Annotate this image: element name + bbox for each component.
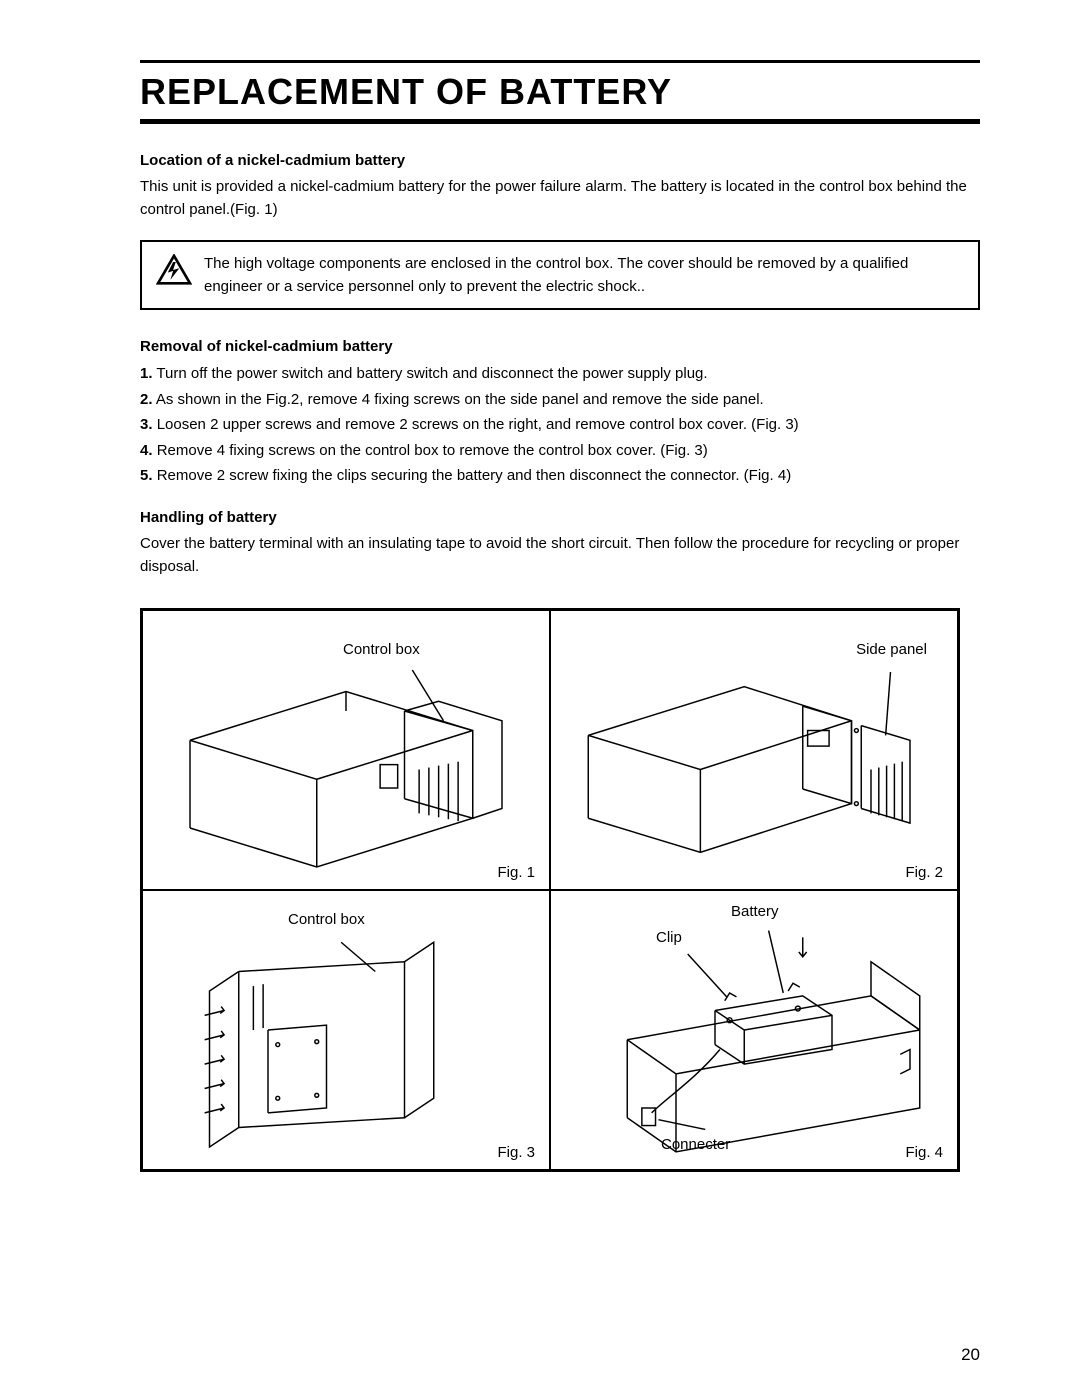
- list-item: 5. Remove 2 screw fixing the clips secur…: [140, 463, 980, 489]
- list-text: Loosen 2 upper screws and remove 2 screw…: [157, 416, 799, 433]
- figure-2: Side panel: [550, 610, 958, 890]
- fig2-caption: Fig. 2: [905, 864, 943, 881]
- handling-body: Cover the battery terminal with an insul…: [140, 532, 980, 579]
- fig3-diagram: [151, 899, 541, 1161]
- list-item: 1. Turn off the power switch and battery…: [140, 361, 980, 387]
- fig4-callout-connector: Connecter: [661, 1136, 730, 1153]
- fig3-caption: Fig. 3: [497, 1144, 535, 1161]
- high-voltage-icon: [156, 254, 192, 286]
- location-heading: Location of a nickel-cadmium battery: [140, 152, 980, 169]
- removal-heading: Removal of nickel-cadmium battery: [140, 338, 980, 355]
- figure-1: Control box: [142, 610, 550, 890]
- fig2-callout-side-panel: Side panel: [856, 641, 927, 658]
- warning-text: The high voltage components are enclosed…: [204, 252, 964, 299]
- fig1-caption: Fig. 1: [497, 864, 535, 881]
- list-text: Turn off the power switch and battery sw…: [156, 365, 707, 382]
- page-title: REPLACEMENT OF BATTERY: [140, 71, 980, 113]
- fig1-diagram: [151, 619, 541, 881]
- list-text: Remove 2 screw fixing the clips securing…: [157, 467, 792, 484]
- warning-box: The high voltage components are enclosed…: [140, 240, 980, 311]
- fig3-callout-control-box: Control box: [288, 911, 365, 928]
- figure-3: Control box: [142, 890, 550, 1170]
- list-text: Remove 4 fixing screws on the control bo…: [157, 442, 708, 459]
- figure-grid: Control box: [140, 608, 960, 1172]
- figure-4: Battery Clip Connecter: [550, 890, 958, 1170]
- fig4-diagram: [559, 899, 949, 1161]
- page-number: 20: [961, 1345, 980, 1365]
- location-body: This unit is provided a nickel-cadmium b…: [140, 175, 980, 222]
- fig2-diagram: [559, 619, 949, 881]
- removal-list: 1. Turn off the power switch and battery…: [140, 361, 980, 489]
- top-rule: [140, 60, 980, 63]
- title-underline: [140, 119, 980, 124]
- fig1-callout-control-box: Control box: [343, 641, 420, 658]
- list-text: As shown in the Fig.2, remove 4 fixing s…: [156, 391, 764, 408]
- list-item: 3. Loosen 2 upper screws and remove 2 sc…: [140, 412, 980, 438]
- list-item: 4. Remove 4 fixing screws on the control…: [140, 438, 980, 464]
- fig4-callout-clip: Clip: [656, 929, 682, 946]
- handling-heading: Handling of battery: [140, 509, 980, 526]
- fig4-caption: Fig. 4: [905, 1144, 943, 1161]
- fig4-callout-battery: Battery: [731, 903, 779, 920]
- list-item: 2. As shown in the Fig.2, remove 4 fixin…: [140, 387, 980, 413]
